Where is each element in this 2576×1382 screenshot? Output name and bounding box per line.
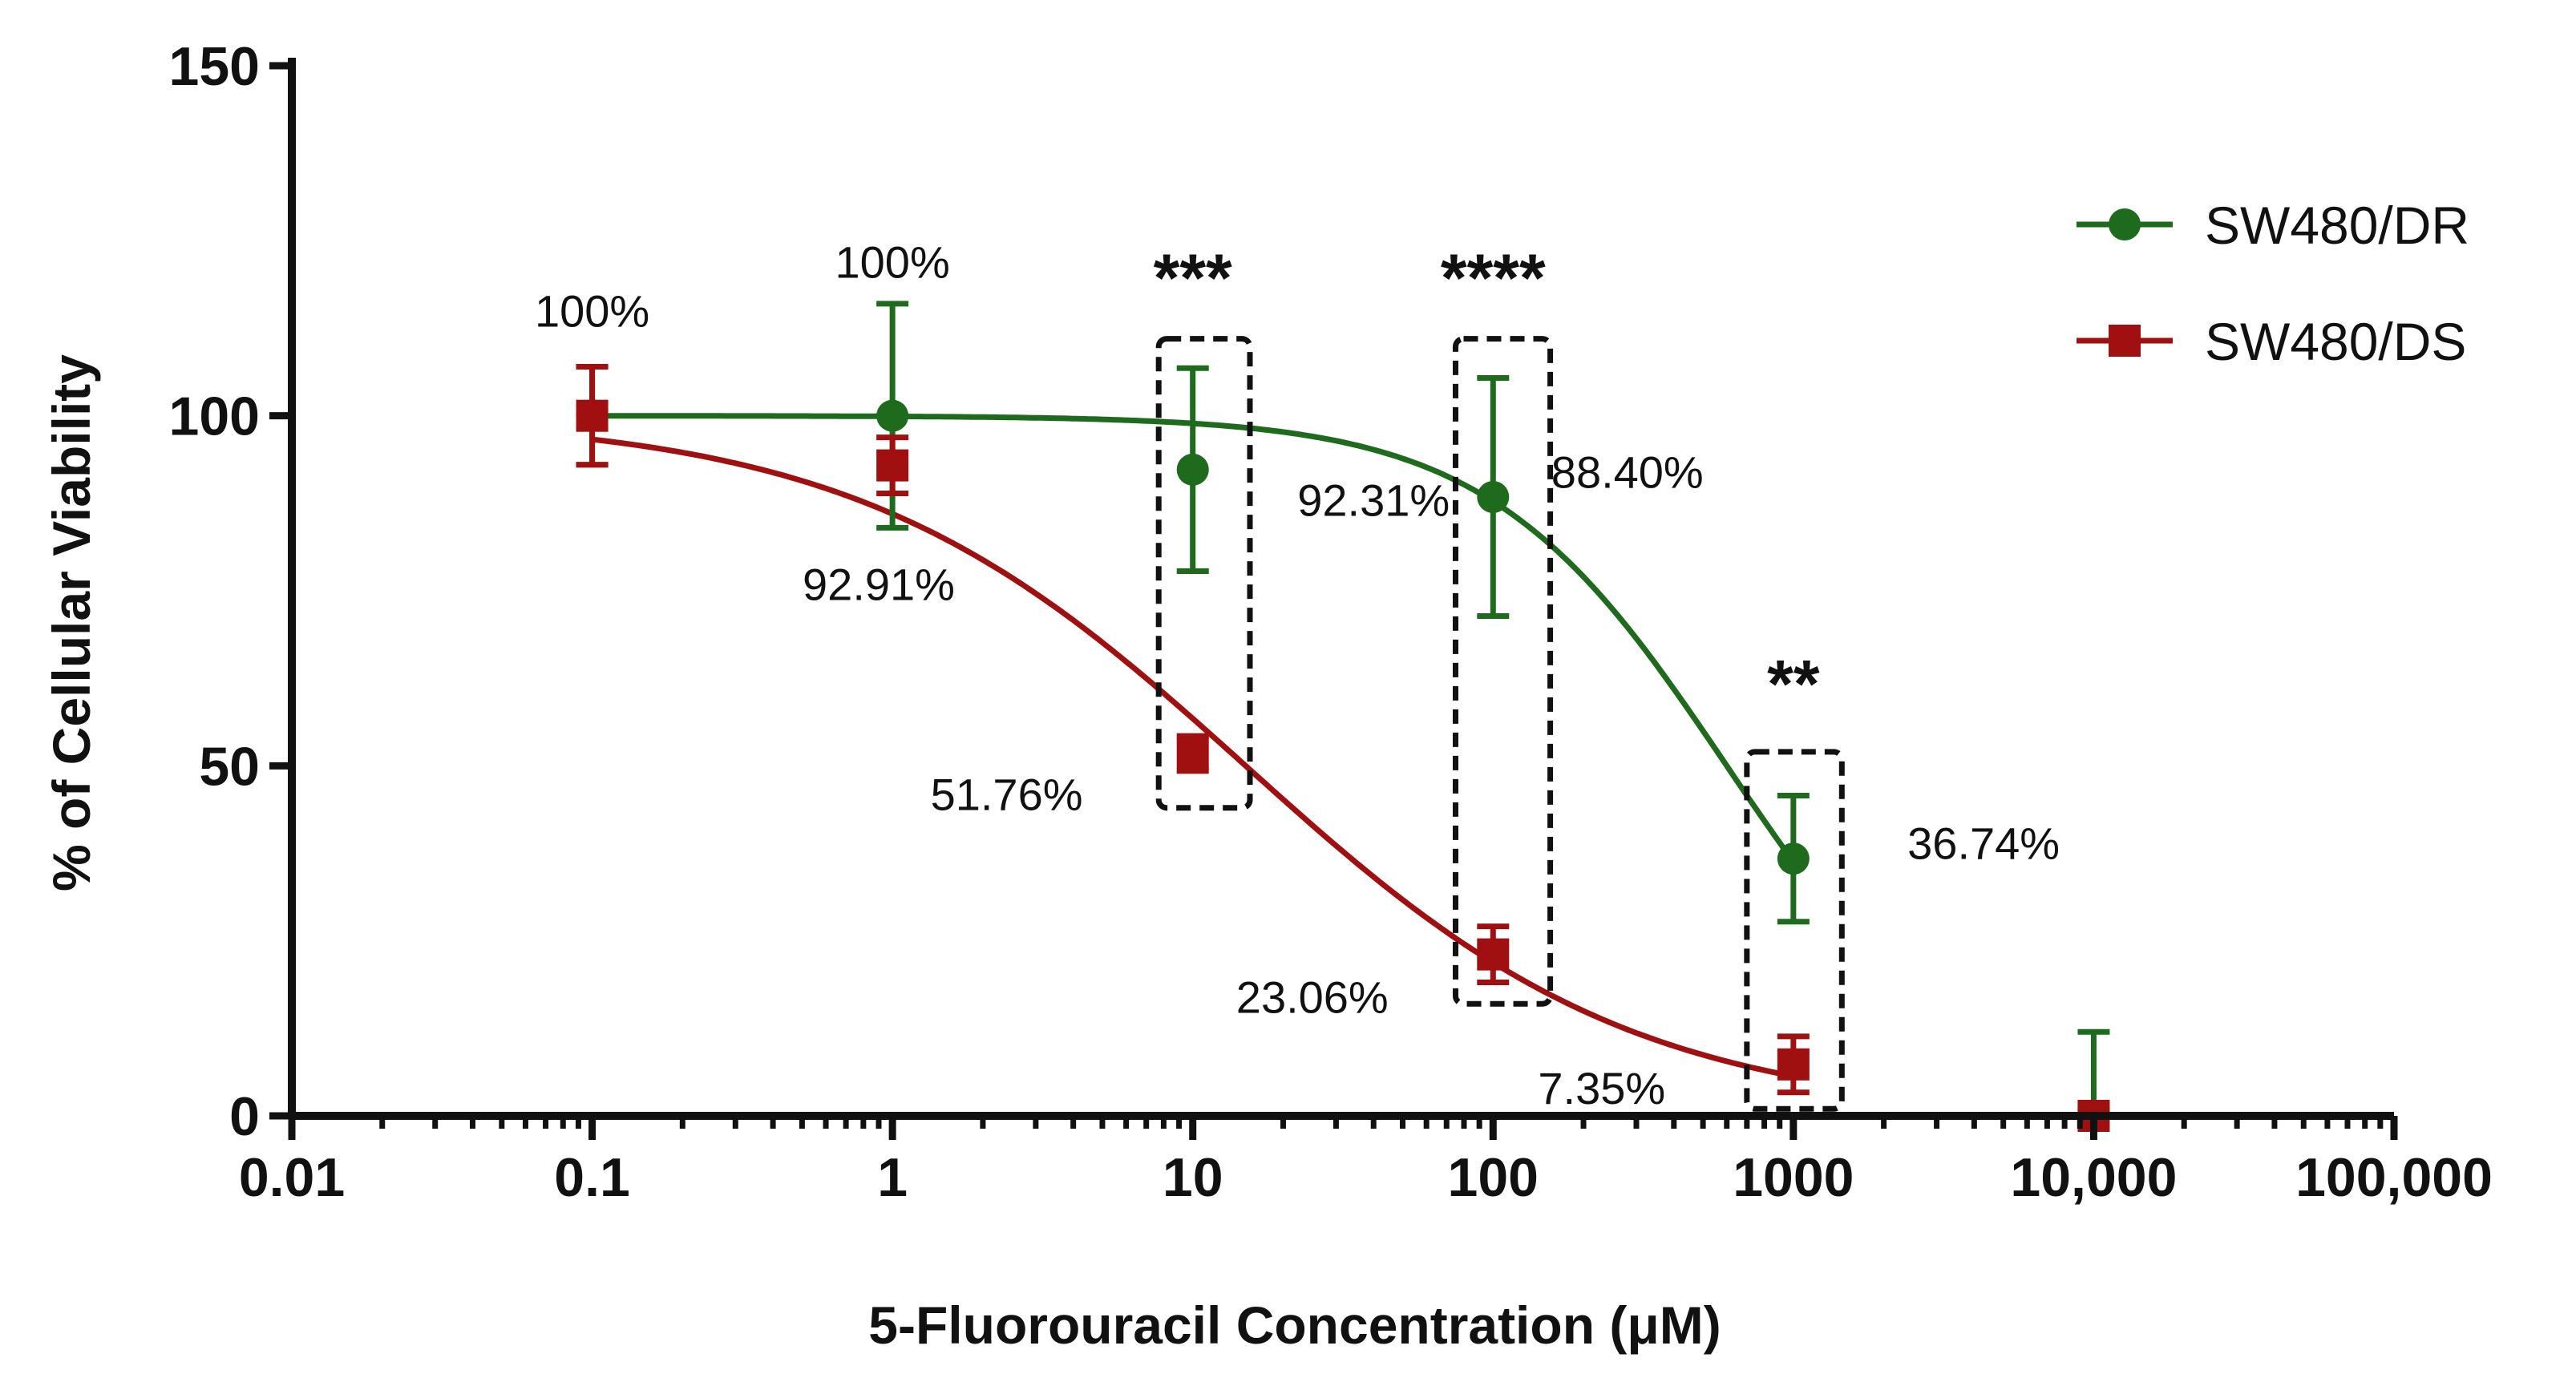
significance-box-2	[1452, 336, 1554, 1007]
legend-marker	[2109, 208, 2141, 240]
axes: 0 50 100 150 0.01 0.1 1 10 100 1000 10,000 100,000 5…	[42, 36, 2493, 1355]
x-tick-label: 100	[1448, 1147, 1539, 1208]
y-tick-label: 0	[229, 1086, 260, 1147]
x-tick-label: 0.01	[239, 1147, 345, 1208]
value-annotation: 100%	[835, 237, 950, 288]
value-annotation: 92.31%	[1297, 475, 1450, 525]
value-annotation: 51.76%	[931, 769, 1083, 819]
x-tick-label: 0.1	[554, 1147, 630, 1208]
point-sw480-ds	[1176, 737, 1209, 770]
fit-curve-sw480-ds	[592, 436, 1794, 1080]
significance-boxes	[1155, 336, 1845, 1112]
point-sw480-ds	[1777, 1048, 1810, 1081]
value-annotation: 88.40%	[1551, 447, 1704, 498]
significance-stars: ****	[1441, 240, 1546, 315]
x-tick-label: 100,000	[2295, 1147, 2493, 1208]
legend-label: SW480/DR	[2205, 196, 2469, 255]
significance-stars: **	[1767, 646, 1820, 721]
value-annotation: 36.74%	[1907, 818, 2060, 868]
point-sw480-dr	[1777, 843, 1810, 875]
x-tick-label: 1000	[1733, 1147, 1854, 1208]
legend-marker	[2109, 325, 2141, 357]
legend-label: SW480/DS	[2205, 312, 2466, 371]
x-tick-label: 10,000	[2010, 1147, 2177, 1208]
significance-box-1	[1155, 336, 1253, 811]
y-tick-label: 50	[199, 736, 260, 797]
significance-stars: ***	[1154, 240, 1232, 315]
x-tick-label: 10	[1163, 1147, 1223, 1208]
y-tick-label: 100	[169, 386, 260, 447]
annotation-labels: 100% 100% 92.31% 88.40% 92.91% 51.76% 23.06% 7.…	[535, 237, 2060, 1114]
point-sw480-ds	[576, 399, 609, 432]
point-sw480-ds	[1477, 938, 1510, 971]
value-annotation: 92.91%	[803, 559, 955, 609]
value-annotation: 7.35%	[1538, 1063, 1665, 1113]
x-axis-title: 5-Fluorouracil Concentration (μM)	[868, 1295, 1721, 1355]
y-tick-label: 150	[169, 36, 260, 97]
y-axis-title: % of Cellular Viability	[42, 354, 101, 891]
legend: SW480/DR SW480/DS	[2077, 196, 2469, 371]
x-tick-label: 1	[877, 1147, 908, 1208]
value-annotation: 100%	[535, 286, 649, 337]
point-sw480-dr	[876, 399, 909, 432]
value-annotation: 23.06%	[1236, 972, 1389, 1023]
point-sw480-ds	[876, 449, 909, 482]
significance-box-3	[1744, 749, 1845, 1112]
point-sw480-dr	[1176, 453, 1209, 486]
point-sw480-dr	[1477, 480, 1510, 513]
